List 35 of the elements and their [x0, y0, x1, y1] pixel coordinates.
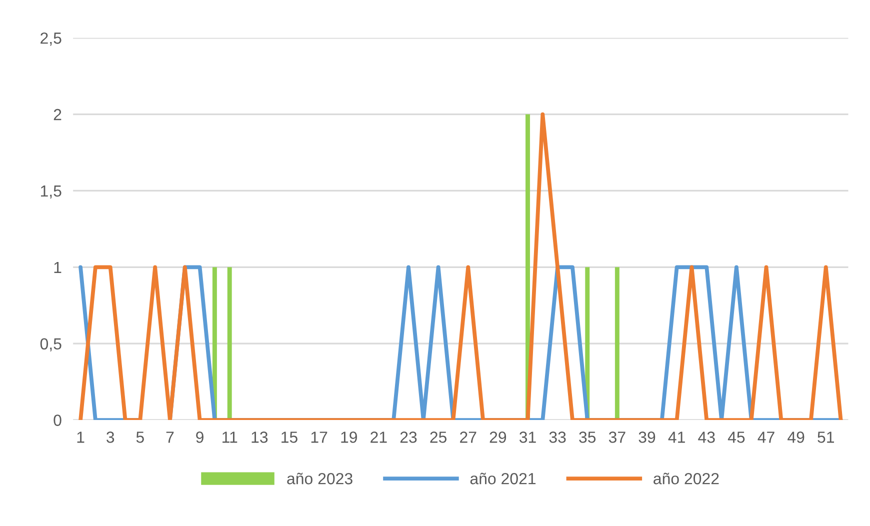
x-tick-label: 9 — [196, 432, 204, 443]
x-tick-label: 3 — [106, 432, 114, 443]
y-tick-label: 0,5 — [40, 338, 62, 352]
x-tick-label: 31 — [519, 432, 536, 443]
x-tick-label: 27 — [460, 432, 476, 443]
x-tick-label: 37 — [608, 432, 626, 443]
x-tick-label: 25 — [430, 432, 447, 443]
y-tick-label: 1,5 — [40, 186, 62, 199]
x-tick-label: 43 — [698, 432, 715, 443]
y-tick-label: 2,5 — [40, 32, 62, 46]
x-tick-label: 23 — [400, 432, 417, 443]
x-tick-label: 5 — [136, 432, 144, 443]
y-tick-label: 0 — [54, 414, 62, 426]
x-tick-label: 21 — [370, 432, 387, 443]
x-tick-label: 33 — [549, 432, 566, 443]
x-tick-label: 39 — [638, 432, 656, 443]
x-tick-label: 47 — [758, 432, 774, 443]
x-tick-label: 45 — [728, 432, 745, 443]
x-tick-label: 49 — [788, 432, 804, 443]
x-tick-label: 7 — [166, 432, 174, 443]
x-tick-label: 35 — [579, 432, 596, 443]
x-tick-label: 41 — [668, 432, 685, 443]
y-tick-label: 2 — [54, 108, 62, 120]
y-tick-label: 1 — [54, 262, 62, 273]
legend-label: año 2021 — [470, 472, 536, 484]
x-tick-label: 17 — [311, 432, 328, 443]
legend-label: año 2022 — [654, 472, 719, 484]
x-tick-label: 51 — [818, 432, 834, 443]
x-tick-label: 29 — [490, 432, 506, 443]
x-tick-label: 11 — [222, 432, 238, 443]
x-tick-label: 1 — [77, 432, 84, 443]
x-tick-label: 19 — [341, 432, 357, 443]
x-tick-label: 13 — [252, 432, 268, 443]
x-tick-label: 15 — [282, 432, 298, 443]
legend-label: año 2023 — [287, 472, 352, 484]
